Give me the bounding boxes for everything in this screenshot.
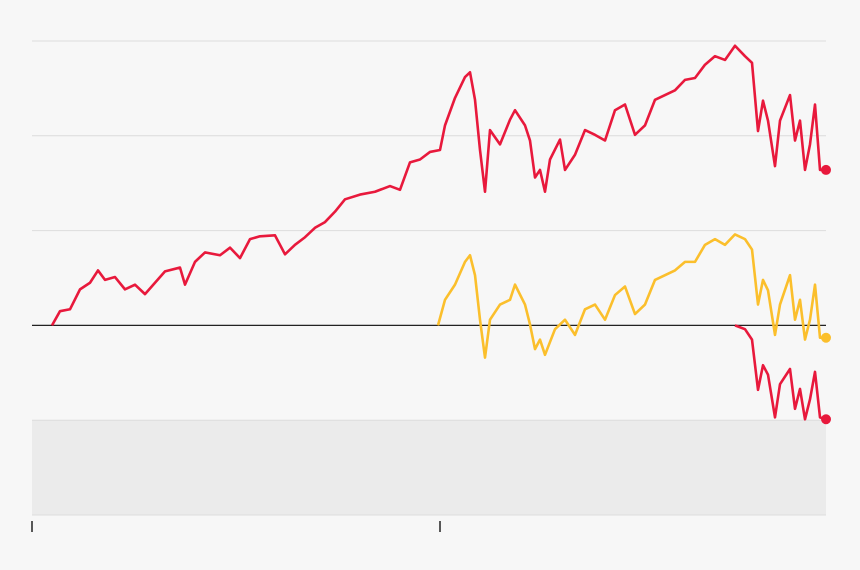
end-marker — [821, 332, 831, 343]
end-marker — [821, 164, 831, 175]
end-marker — [821, 414, 831, 425]
shaded-band — [32, 420, 826, 515]
series-line — [734, 324, 827, 421]
series-line — [50, 44, 826, 327]
series-line — [436, 233, 826, 359]
